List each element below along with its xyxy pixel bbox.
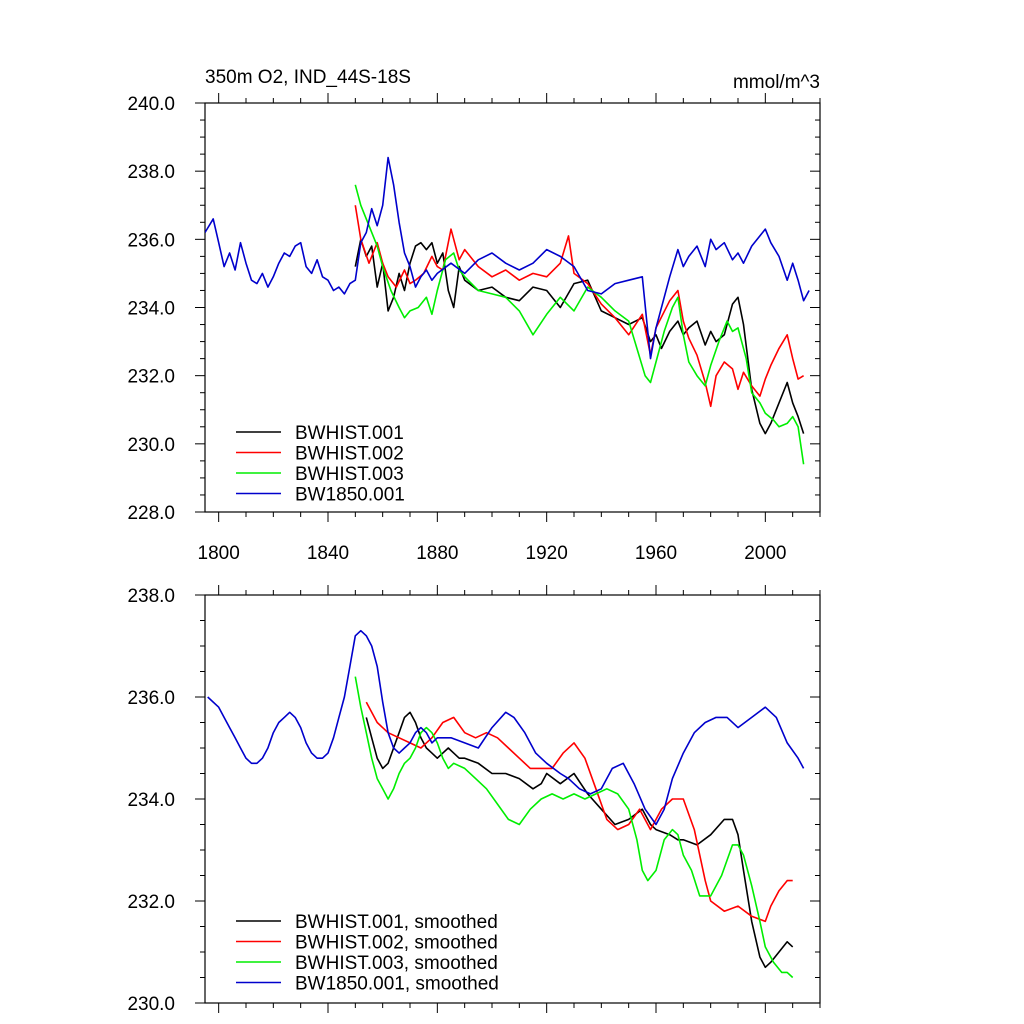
bottom-panel: 230.0 232.0 234.0 236.0 238.0 BWHIST.001, smo… <box>127 585 821 1015</box>
y-tick-label: 236.0 <box>127 688 175 709</box>
y-tick-label: 240.0 <box>127 94 175 115</box>
series-line-3 <box>354 676 794 979</box>
y-tick-label: 238.0 <box>127 586 175 607</box>
y-tick-label: 234.0 <box>127 299 175 320</box>
y-tick-label: 238.0 <box>127 162 175 183</box>
series-group <box>205 156 810 465</box>
legend-label: BWHIST.003 <box>295 464 404 485</box>
series-line-1 <box>365 711 794 969</box>
legend-label: BW1850.001 <box>295 485 405 506</box>
x-tick-label: 1960 <box>635 543 677 564</box>
y-tick-label: 232.0 <box>127 892 175 913</box>
x-tick-label: 1800 <box>198 543 240 564</box>
series-line-4 <box>205 156 810 360</box>
legend-label: BWHIST.003, smoothed <box>295 953 498 974</box>
units-label: mmol/m^3 <box>733 72 820 93</box>
top-panel: 1800 1840 1880 1920 1960 2000 228.0 230.0 232.0 2… <box>127 67 821 564</box>
x-tick-label: 1920 <box>526 543 568 564</box>
y-tick-label: 230.0 <box>127 435 175 456</box>
y-tick-label: 232.0 <box>127 367 175 388</box>
series-line-4 <box>207 629 805 826</box>
x-tick-label: 1840 <box>307 543 349 564</box>
chart-title: 350m O2, IND_44S-18S <box>205 67 411 88</box>
series-line-2 <box>354 205 805 408</box>
y-tick-label: 234.0 <box>127 790 175 811</box>
series-line-3 <box>354 184 805 465</box>
series-line-2 <box>365 701 793 923</box>
legend-label: BWHIST.002 <box>295 444 404 465</box>
legend-label: BWHIST.001, smoothed <box>295 912 498 933</box>
y-tick-label: 236.0 <box>127 230 175 251</box>
x-tick-label: 1880 <box>416 543 458 564</box>
series-group <box>207 629 805 979</box>
y-tick-label: 228.0 <box>127 503 175 524</box>
series-line-1 <box>354 238 805 435</box>
legend-label: BWHIST.001 <box>295 423 404 444</box>
legend-label: BW1850.001, smoothed <box>295 974 499 995</box>
y-tick-label: 230.0 <box>127 994 175 1015</box>
x-tick-label: 2000 <box>744 543 786 564</box>
legend-label: BWHIST.002, smoothed <box>295 933 498 954</box>
